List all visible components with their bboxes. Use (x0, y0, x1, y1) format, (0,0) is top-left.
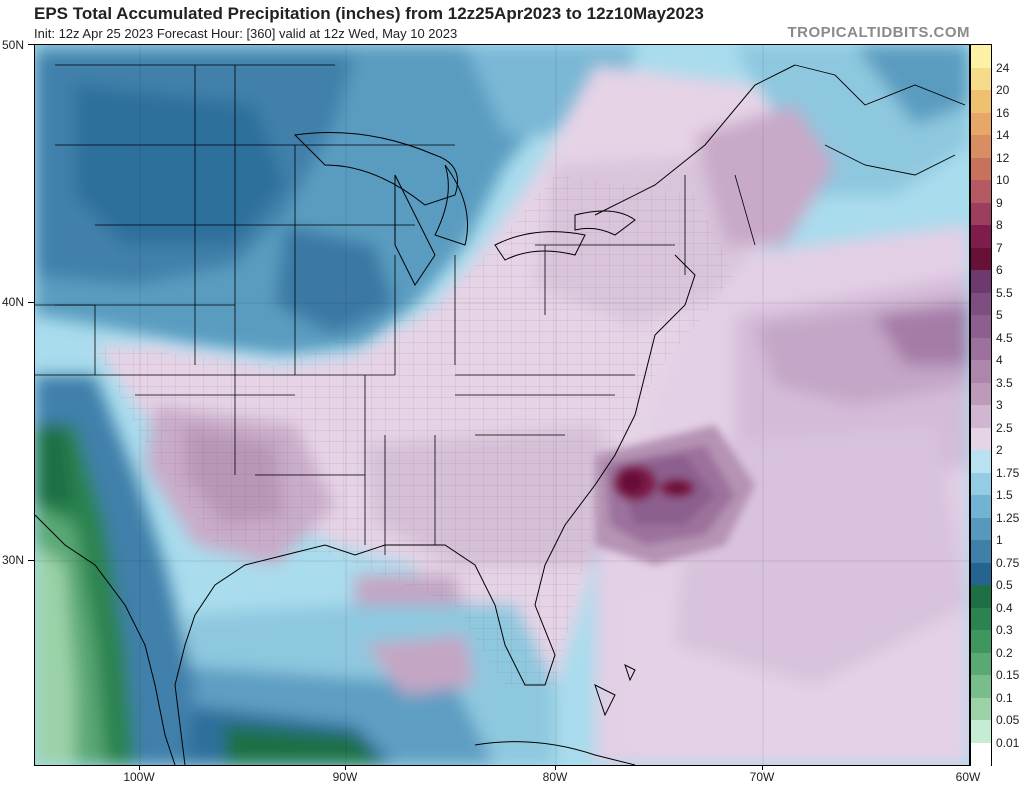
colorbar-label: 8 (996, 218, 1003, 232)
colorbar-label: 24 (996, 60, 1010, 75)
colorbar-label: 1 (996, 533, 1003, 547)
colorbar-label: 0.4 (996, 600, 1013, 615)
gulf-southwest-field (35, 375, 555, 765)
colorbar-label: 0.5 (996, 578, 1013, 592)
county-grid (95, 175, 735, 685)
colorbar-label: 3.5 (996, 375, 1013, 390)
graticule (35, 45, 969, 765)
colorbar-label: 0.2 (996, 645, 1013, 660)
colorbar-label: 5 (996, 308, 1003, 322)
colorbar-segment (971, 652, 991, 676)
colorbar-label: 9 (996, 195, 1003, 210)
precipitation-field (35, 45, 969, 765)
colorbar-segment (971, 292, 991, 316)
colorbar-segment (971, 135, 991, 158)
colorbar-label: 5.5 (996, 285, 1013, 300)
colorbar-label: 0.15 (996, 668, 1020, 682)
lat-tick (28, 302, 34, 303)
colorbar-segment (971, 675, 991, 698)
colorbar-segment (971, 427, 991, 451)
colorbar-segment (971, 270, 991, 293)
colorbar-segment (971, 157, 991, 181)
lon-label-80w: 80W (542, 770, 568, 784)
colorbar-label: 4.5 (996, 330, 1013, 345)
colorbar-segment (971, 450, 991, 473)
colorbar-segment (971, 67, 991, 91)
colorbar-label: 6 (996, 263, 1003, 277)
map-title: EPS Total Accumulated Precipitation (inc… (34, 4, 704, 23)
colorbar-segment (971, 585, 991, 608)
lat-tick (28, 44, 34, 45)
lon-tick (345, 766, 346, 770)
colorbar-label: 16 (996, 105, 1010, 120)
colorbar-segment (971, 202, 991, 226)
colorbar-segment (971, 337, 991, 361)
lat-label-50n: 50N (2, 38, 25, 52)
colorbar-label: 0.75 (996, 555, 1020, 570)
colorbar-label: 4 (996, 353, 1003, 367)
colorbar-segment (971, 607, 991, 631)
colorbar-segment (971, 562, 991, 586)
lon-label-70w: 70W (749, 770, 775, 784)
colorbar-label: 0.01 (996, 735, 1020, 750)
colorbar-label: 2.5 (996, 420, 1013, 435)
colorbar-segment (971, 405, 991, 428)
lon-tick (555, 766, 556, 770)
colorbar-segment (971, 112, 991, 136)
colorbar-label: 0.05 (996, 713, 1020, 727)
colorbar-label: 12 (996, 150, 1010, 165)
colorbar-segment (971, 472, 991, 496)
heavy-precip-core (595, 425, 755, 565)
colorbar-segment (971, 495, 991, 518)
lon-label-90w: 90W (332, 770, 358, 784)
colorbar-segment (971, 382, 991, 406)
colorbar-label: 2 (996, 443, 1003, 457)
colorbar-label: 20 (996, 83, 1010, 97)
colorbar-segment (971, 517, 991, 541)
colorbar (970, 44, 992, 766)
lat-label-30n: 30N (2, 553, 25, 567)
lat-label-40n: 40N (2, 295, 25, 309)
colorbar-segment (971, 315, 991, 338)
geographic-lines (35, 64, 966, 765)
colorbar-segment (971, 180, 991, 203)
lon-label-100w: 100W (123, 770, 155, 784)
colorbar-segment (971, 540, 991, 563)
colorbar-label: 0.3 (996, 623, 1013, 637)
colorbar-segment (971, 720, 991, 743)
colorbar-label: 1.25 (996, 510, 1020, 525)
colorbar-label: 7 (996, 240, 1003, 255)
colorbar-segment (971, 225, 991, 248)
colorbar-label: 1.5 (996, 488, 1013, 502)
colorbar-segment (971, 742, 991, 766)
colorbar-segment (971, 45, 991, 68)
colorbar-segment (971, 360, 991, 383)
atlantic-field (595, 45, 969, 765)
lon-tick (762, 766, 763, 770)
colorbar-label: 3 (996, 398, 1003, 412)
colorbar-label: 14 (996, 128, 1010, 142)
lon-tick (139, 766, 140, 770)
colorbar-segment (971, 697, 991, 721)
colorbar-segment (971, 247, 991, 271)
precipitation-map[interactable] (34, 44, 970, 766)
lon-label-60w: 60W (955, 770, 981, 784)
colorbar-label: 0.1 (996, 690, 1013, 705)
map-subtitle: Init: 12z Apr 25 2023 Forecast Hour: [36… (34, 26, 458, 41)
lat-tick (28, 560, 34, 561)
colorbar-label: 1.75 (996, 465, 1020, 480)
brand-watermark: TROPICALTIDBITS.COM (787, 24, 970, 41)
colorbar-segment (971, 630, 991, 653)
colorbar-label: 10 (996, 173, 1010, 187)
colorbar-segment (971, 90, 991, 113)
